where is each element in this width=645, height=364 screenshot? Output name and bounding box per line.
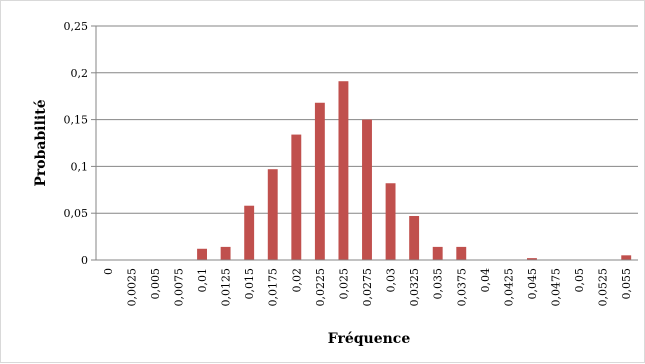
bar: [527, 258, 537, 260]
axes: [95, 26, 638, 261]
x-tick-label: 0,035: [432, 268, 445, 300]
x-tick-label: 0,0475: [550, 268, 563, 307]
x-tick-label: 0,0275: [361, 268, 374, 307]
x-tick-label: 0,0025: [125, 268, 138, 307]
bar: [314, 102, 325, 260]
x-tick-labels: 0 0,0025 0,005 0,0075 0,01 0,0125 0,015 0,0175 0…: [102, 268, 633, 307]
x-tick-label: 0,04: [479, 268, 492, 293]
x-tick-label: 0,02: [290, 268, 303, 293]
x-tick-label: 0,0525: [597, 268, 610, 307]
bar: [291, 134, 302, 260]
bar: [432, 246, 443, 260]
bar: [338, 81, 349, 260]
x-tick-label: 0,0175: [267, 268, 280, 307]
bar: [267, 169, 278, 260]
bar: [362, 119, 372, 260]
y-axis-title: Probabilité: [33, 99, 49, 186]
y-tick-label: 0,2: [71, 67, 89, 80]
x-tick-label: 0,055: [620, 268, 633, 300]
x-tick-label: 0,025: [337, 268, 350, 300]
x-tick-label: 0,0125: [220, 268, 233, 307]
x-tick-label: 0,0225: [314, 268, 327, 307]
x-tick-label: 0,005: [149, 268, 162, 300]
y-tick-label: 0,05: [64, 207, 89, 220]
y-tick-label: 0,25: [64, 20, 89, 33]
x-tick-label: 0: [102, 268, 115, 275]
bar: [244, 205, 255, 260]
y-tick-label: 0,1: [71, 160, 89, 173]
x-tick-label: 0,0075: [172, 268, 185, 307]
x-axis-title: Fréquence: [328, 331, 411, 347]
bar: [621, 255, 632, 260]
y-tick-label: 0,15: [64, 114, 89, 127]
bar: [409, 216, 420, 260]
bars: [197, 81, 632, 260]
x-tick-label: 0,045: [526, 268, 539, 300]
bar: [385, 183, 396, 260]
x-tick-label: 0,05: [573, 268, 586, 293]
x-tick-label: 0,0375: [455, 268, 468, 307]
bar: [197, 248, 207, 260]
x-tick-label: 0,03: [385, 268, 398, 293]
y-tick-labels: 0 0,05 0,1 0,15 0,2 0,25: [64, 20, 89, 267]
x-tick-label: 0,0425: [502, 268, 515, 307]
x-tick-label: 0,015: [243, 268, 256, 300]
x-tick-label: 0,01: [196, 268, 209, 293]
bar: [456, 246, 467, 260]
y-tick-label: 0: [81, 254, 88, 267]
bar: [220, 246, 231, 260]
x-tick-label: 0,0325: [408, 268, 421, 307]
